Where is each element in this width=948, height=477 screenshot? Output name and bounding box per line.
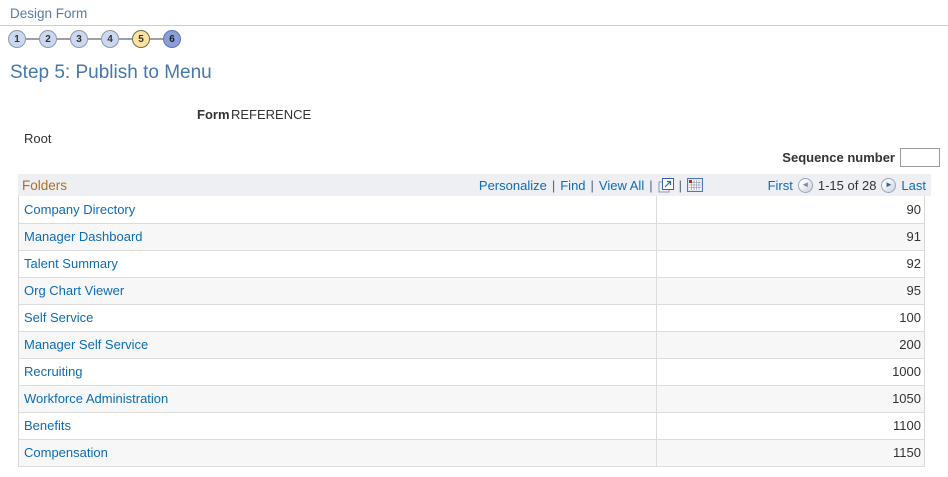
step-connector: [26, 38, 39, 40]
root-label: Root: [24, 131, 52, 146]
sequence-value: 100: [656, 304, 925, 332]
next-page-icon[interactable]: ►: [881, 177, 897, 193]
table-row: Company Directory 90: [18, 196, 925, 224]
table-row: Benefits 1100: [18, 412, 925, 440]
sequence-number-row: Sequence number: [782, 148, 940, 167]
folder-link[interactable]: Org Chart Viewer: [24, 283, 125, 298]
step-2-indicator: 2: [39, 30, 57, 48]
form-field-value: REFERENCE: [231, 107, 312, 122]
folder-link[interactable]: Manager Self Service: [24, 337, 149, 352]
step-1-indicator: 1: [8, 30, 26, 48]
grid-toolbar: Personalize | Find | View All | |: [479, 174, 703, 196]
previous-arrow-glyph: ◄: [801, 180, 810, 189]
last-page-link[interactable]: Last: [901, 177, 926, 193]
view-all-link[interactable]: View All: [598, 177, 645, 193]
sequence-value: 1100: [656, 412, 925, 440]
page-title: Step 5: Publish to Menu: [10, 62, 212, 83]
download-to-excel-icon[interactable]: [687, 178, 703, 192]
step-5-indicator-current: 5: [132, 30, 150, 48]
previous-page-icon[interactable]: ◄: [797, 177, 813, 193]
sequence-number-label: Sequence number: [782, 150, 895, 165]
toolbar-separator: |: [649, 177, 653, 193]
breadcrumb[interactable]: Design Form: [10, 6, 88, 21]
sequence-value: 1150: [656, 439, 925, 467]
folders-grid: Folders Personalize | Find | View All | …: [18, 174, 931, 467]
table-row: Workforce Administration 1050: [18, 385, 925, 413]
personalize-link[interactable]: Personalize: [478, 177, 547, 193]
sequence-value: 95: [656, 277, 925, 305]
header-divider: [0, 25, 948, 26]
step-4-indicator: 4: [101, 30, 119, 48]
sequence-value: 200: [656, 331, 925, 359]
next-arrow-glyph: ►: [884, 180, 893, 189]
table-row: Compensation 1150: [18, 439, 925, 467]
step-connector: [150, 38, 163, 40]
step-3-indicator: 3: [70, 30, 88, 48]
sequence-value: 1050: [656, 385, 925, 413]
find-link[interactable]: Find: [560, 177, 586, 193]
table-row: Talent Summary 92: [18, 250, 925, 278]
table-row: Self Service 100: [18, 304, 925, 332]
table-row: Org Chart Viewer 95: [18, 277, 925, 305]
zoom-popup-window-icon[interactable]: [658, 177, 674, 193]
toolbar-separator: |: [590, 177, 594, 193]
folders-table: Company Directory 90 Manager Dashboard 9…: [18, 196, 925, 467]
sequence-value: 1000: [656, 358, 925, 386]
step-connector: [57, 38, 70, 40]
sequence-number-input[interactable]: [900, 148, 940, 167]
folder-link[interactable]: Benefits: [24, 418, 71, 433]
step-connector: [119, 38, 132, 40]
folder-link[interactable]: Talent Summary: [24, 256, 118, 271]
folders-grid-title: Folders: [22, 177, 68, 193]
step-progress-track: 1 2 3 4 5 6: [8, 30, 181, 48]
sequence-value: 90: [656, 196, 925, 224]
table-row: Manager Dashboard 91: [18, 223, 925, 251]
form-field-label: Form: [197, 107, 230, 122]
toolbar-separator: |: [551, 177, 556, 193]
step-connector: [88, 38, 101, 40]
table-row: Manager Self Service 200: [18, 331, 925, 359]
folder-link[interactable]: Compensation: [24, 445, 108, 460]
step-6-indicator: 6: [163, 30, 181, 48]
sequence-value: 91: [656, 223, 925, 251]
folder-link[interactable]: Manager Dashboard: [24, 229, 143, 244]
table-row: Recruiting 1000: [18, 358, 925, 386]
grid-pagination: First ◄ 1-15 of 28 ► Last: [768, 174, 926, 196]
folders-grid-header-bar: Folders Personalize | Find | View All | …: [18, 174, 931, 196]
folder-link[interactable]: Workforce Administration: [24, 391, 169, 406]
toolbar-separator: |: [678, 177, 682, 193]
pagination-range-label: 1-15 of 28: [817, 177, 877, 193]
folder-link[interactable]: Recruiting: [24, 364, 83, 379]
folder-link[interactable]: Company Directory: [24, 201, 136, 217]
folder-link[interactable]: Self Service: [24, 310, 94, 325]
sequence-value: 92: [656, 250, 925, 278]
first-page-link[interactable]: First: [767, 177, 793, 193]
